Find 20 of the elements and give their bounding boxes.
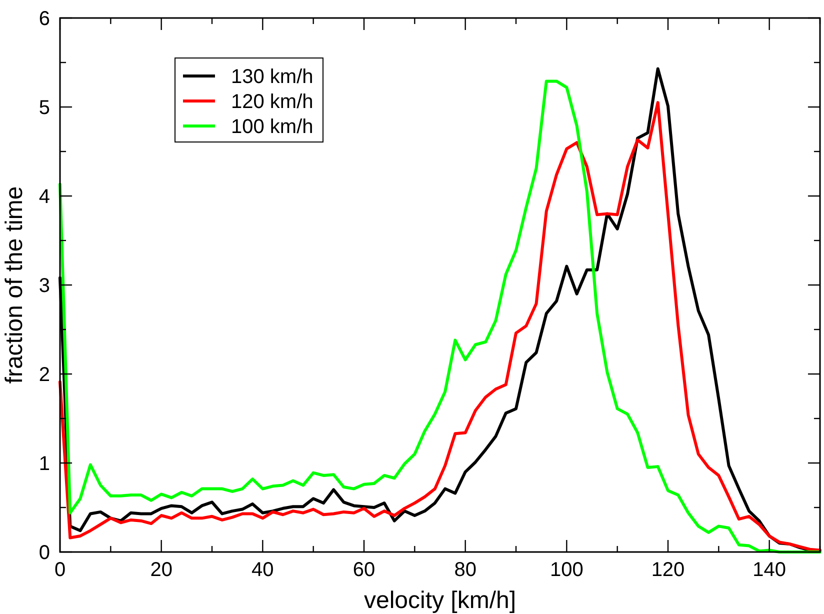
legend-label: 120 km/h <box>231 91 314 113</box>
x-tick-label: 40 <box>252 559 274 581</box>
x-axis-title: velocity [km/h] <box>364 587 516 614</box>
y-tick-label: 6 <box>38 8 50 30</box>
y-tick-label: 4 <box>38 186 50 208</box>
x-tick-label: 140 <box>752 559 786 581</box>
x-tick-label: 60 <box>352 559 376 581</box>
y-tick-label: 2 <box>38 364 50 386</box>
legend-label: 100 km/h <box>231 116 314 138</box>
legend-label: 130 km/h <box>231 66 314 88</box>
y-tick-label: 0 <box>38 542 50 564</box>
x-tick-label: 80 <box>454 559 476 581</box>
y-tick-label: 3 <box>38 275 50 297</box>
x-tick-label: 100 <box>550 559 584 581</box>
x-tick-label: 120 <box>651 559 685 581</box>
y-axis-title: fraction of the time <box>1 186 28 384</box>
x-tick-label: 0 <box>54 559 66 581</box>
y-tick-label: 5 <box>38 97 50 119</box>
x-tick-label: 20 <box>150 559 172 581</box>
y-tick-label: 1 <box>38 453 50 475</box>
